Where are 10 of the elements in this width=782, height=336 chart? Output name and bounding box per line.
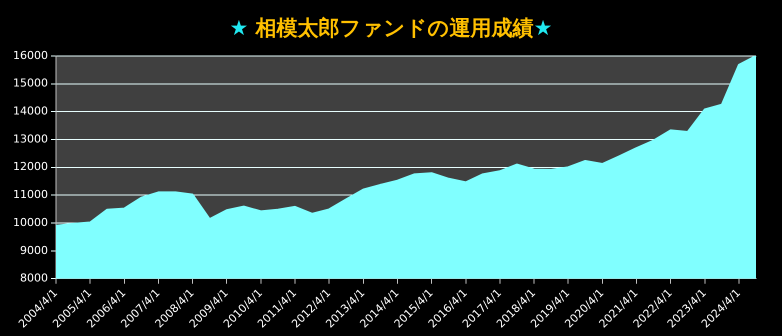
y-tick-label: 16000 bbox=[12, 48, 48, 62]
y-tick-label: 9000 bbox=[20, 244, 48, 257]
chart-title: ★ 相模太郎ファンドの運用成績★ bbox=[230, 16, 552, 40]
y-tick-label: 10000 bbox=[12, 216, 48, 229]
y-tick-label: 14000 bbox=[12, 104, 48, 118]
y-tick-label: 8000 bbox=[20, 272, 48, 285]
y-tick-label: 12000 bbox=[12, 160, 48, 174]
y-tick-label: 11000 bbox=[12, 188, 48, 202]
y-tick-label: 13000 bbox=[12, 132, 48, 146]
y-tick-label: 15000 bbox=[12, 76, 48, 90]
